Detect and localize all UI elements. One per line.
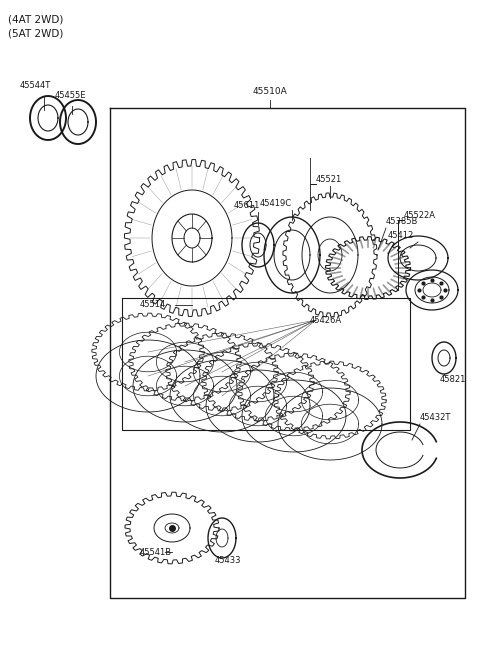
Text: 45432T: 45432T bbox=[420, 413, 451, 422]
Text: 45385B: 45385B bbox=[386, 217, 419, 226]
Text: 45611: 45611 bbox=[234, 201, 260, 210]
Text: 45514: 45514 bbox=[140, 300, 166, 309]
Text: (5AT 2WD): (5AT 2WD) bbox=[8, 28, 63, 38]
Text: 45426A: 45426A bbox=[310, 316, 342, 325]
Text: 45419C: 45419C bbox=[260, 199, 292, 208]
Text: 45455E: 45455E bbox=[55, 91, 86, 100]
Text: 45541B: 45541B bbox=[140, 548, 172, 557]
Text: (4AT 2WD): (4AT 2WD) bbox=[8, 14, 63, 24]
Text: 45821: 45821 bbox=[440, 375, 467, 384]
Text: 45510A: 45510A bbox=[252, 87, 288, 96]
Text: 45433: 45433 bbox=[215, 556, 241, 565]
Text: 45522A: 45522A bbox=[404, 211, 436, 220]
Text: 45521: 45521 bbox=[316, 175, 342, 184]
Text: 45412: 45412 bbox=[388, 231, 414, 240]
Text: 45544T: 45544T bbox=[20, 81, 51, 90]
